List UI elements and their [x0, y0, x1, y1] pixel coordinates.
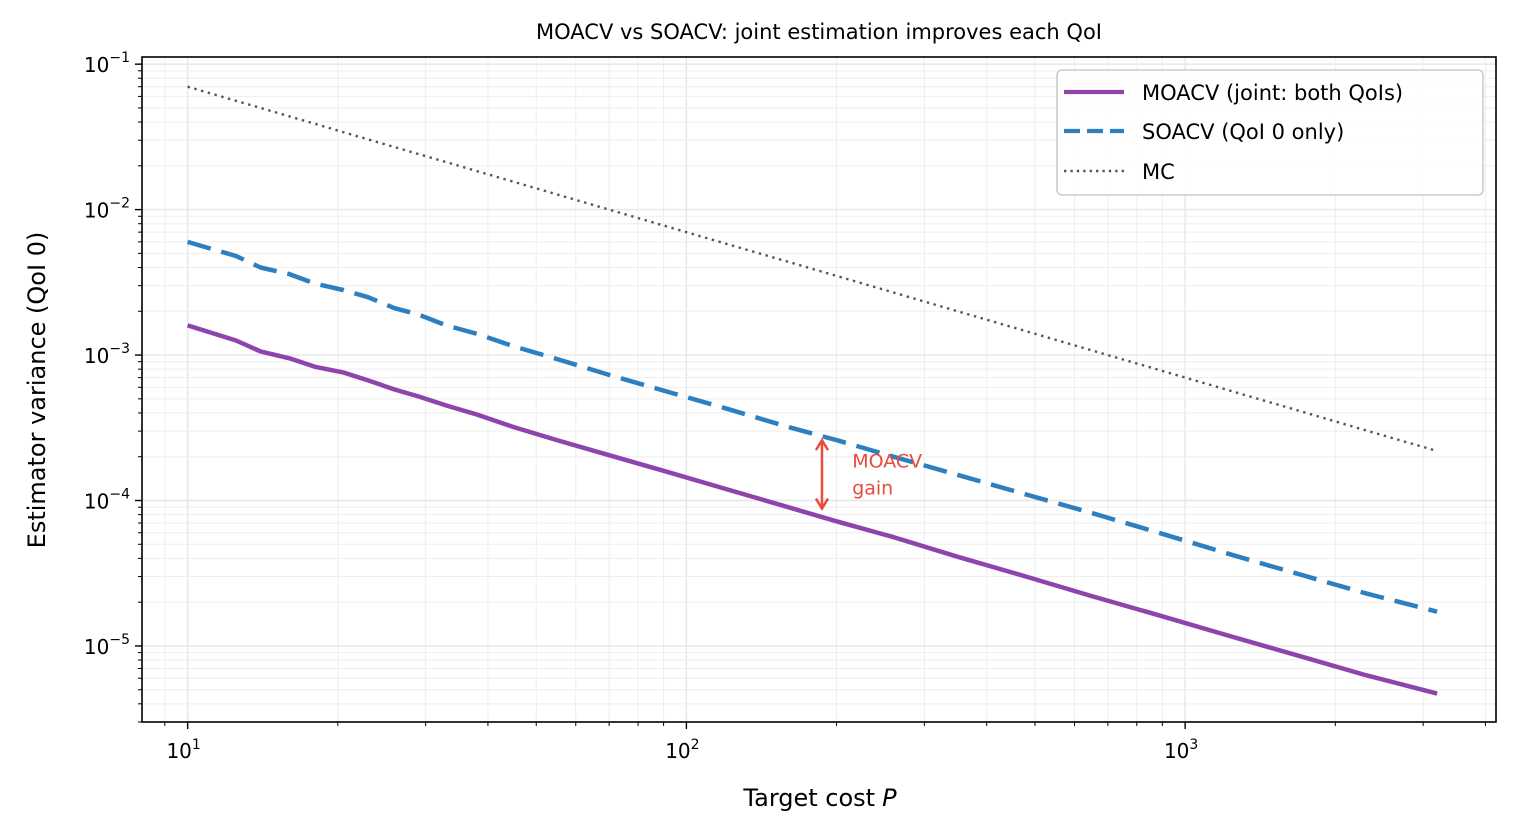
- legend-label-moacv: MOACV (joint: both QoIs): [1142, 81, 1403, 105]
- x-tick-label: 101: [166, 737, 200, 763]
- y-tick-label-base: 10: [84, 490, 109, 514]
- x-tick-label-base: 10: [1164, 739, 1189, 763]
- series-group: [186, 85, 1438, 696]
- y-tick-label: 10−1: [84, 50, 130, 77]
- y-tick-label-base: 10: [84, 53, 109, 77]
- y-tick-label-exp: −5: [109, 632, 130, 648]
- x-axis-label: Target cost P: [742, 784, 897, 812]
- gain-arrowhead-top: [814, 437, 830, 451]
- y-tick-label: 10−4: [84, 487, 130, 514]
- annotation-text-line1: MOACV: [852, 450, 922, 472]
- legend-label-soacv: SOACV (QoI 0 only): [1142, 120, 1344, 144]
- x-axis-label-text: Target cost: [742, 784, 875, 812]
- y-tick-label-exp: −3: [109, 341, 130, 357]
- y-tick-label: 10−5: [84, 632, 130, 659]
- y-axis-label: Estimator variance (QoI 0): [23, 232, 51, 549]
- x-tick-label-base: 10: [166, 739, 191, 763]
- x-tick-label-exp: 3: [1189, 737, 1198, 753]
- x-tick-label: 103: [1164, 737, 1198, 763]
- annotation: MOACV gain: [814, 437, 922, 512]
- series-line-soacv: [186, 239, 1438, 614]
- y-tick-label-base: 10: [84, 199, 109, 223]
- y-tick-label-exp: −4: [109, 487, 130, 503]
- legend-box: [1056, 69, 1484, 196]
- x-axis-label-var: P: [882, 784, 897, 812]
- y-tick-label: 10−3: [84, 341, 130, 368]
- y-tick-label-exp: −1: [109, 50, 130, 66]
- y-tick-label-base: 10: [84, 635, 109, 659]
- x-tick-label: 102: [665, 737, 699, 763]
- annotation-text-line2: gain: [852, 477, 893, 499]
- legend: MOACV (joint: both QoIs) SOACV (QoI 0 on…: [1056, 69, 1484, 196]
- x-tick-label-base: 10: [665, 739, 690, 763]
- y-tick-label-exp: −2: [109, 196, 130, 212]
- series-line-moacv: [186, 323, 1438, 696]
- plot-frame: [141, 56, 1497, 723]
- chart-title: MOACV vs SOACV: joint estimation improve…: [536, 20, 1102, 44]
- gain-arrowhead-bottom: [814, 497, 830, 512]
- legend-label-mc: MC: [1142, 160, 1175, 184]
- y-tick-label-base: 10: [84, 344, 109, 368]
- y-tick-label: 10−2: [84, 196, 130, 223]
- x-tick-label-exp: 2: [691, 737, 700, 753]
- x-tick-label-exp: 1: [192, 737, 201, 753]
